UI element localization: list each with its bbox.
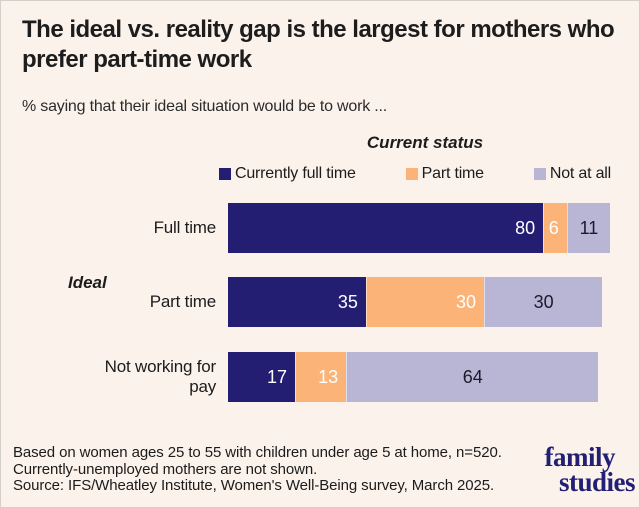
logo-line-2: studies xyxy=(558,467,636,497)
legend-item: Part time xyxy=(405,165,484,183)
legend: Currently full time Part time Not at all xyxy=(219,165,611,183)
bar-segment: 17 xyxy=(228,352,295,402)
bar-value-label: 17 xyxy=(266,366,287,387)
bar-value-label: 13 xyxy=(318,366,339,387)
page-subtitle: % saying that their ideal situation woul… xyxy=(22,98,388,115)
stacked-bar-chart: Full time 80 6 11 Part time 35 30 30 Not working… xyxy=(1,203,639,426)
bar-value-label: 35 xyxy=(337,291,358,312)
bar: 80 6 11 xyxy=(228,203,611,253)
bar-segment: 35 xyxy=(228,277,366,327)
bar-row: Full time 80 6 11 xyxy=(1,203,639,253)
legend-swatch xyxy=(533,168,546,180)
legend-item: Not at all xyxy=(533,165,611,183)
bar-row: Part time 35 30 30 xyxy=(1,277,639,327)
footer-note: Currently-unemployed mothers are not sho… xyxy=(13,460,318,478)
legend-swatch xyxy=(219,168,231,180)
bar-segment: 30 xyxy=(365,277,485,327)
bar-value-label: 64 xyxy=(462,366,483,387)
bar-segment: 64 xyxy=(346,352,599,402)
category-label: Full time xyxy=(153,218,217,237)
bar-segment: 80 xyxy=(228,203,544,253)
bar-segment: 11 xyxy=(566,203,611,253)
legend-title: Current status xyxy=(366,133,484,152)
legend-item-label: Not at all xyxy=(549,165,611,182)
bar: 17 13 64 xyxy=(228,352,599,402)
bar-value-label: 11 xyxy=(579,217,599,238)
bar-segment: 30 xyxy=(484,277,603,327)
bar-value-label: 30 xyxy=(456,291,477,312)
footer-note: Source: IFS/Wheatley Institute, Women's … xyxy=(13,477,495,494)
footer-note: Based on women ages 25 to 55 with childr… xyxy=(13,444,502,461)
logo-line-1: family xyxy=(544,442,616,472)
bar-row: Not working for pay 17 13 64 xyxy=(1,352,639,402)
bar-value-label: 30 xyxy=(533,291,554,312)
family-studies-logo: family studies xyxy=(544,442,636,497)
ideal-axis-label: Ideal xyxy=(68,273,107,292)
bar-value-label: 80 xyxy=(515,217,536,238)
category-label: Part time xyxy=(149,292,216,311)
legend-item: Currently full time xyxy=(219,165,356,183)
category-label: Not working for pay xyxy=(104,357,217,396)
legend-item-label: Part time xyxy=(421,165,484,182)
bar-segment: 6 xyxy=(543,203,567,253)
bar-segment: 13 xyxy=(294,352,347,402)
bar: 35 30 30 xyxy=(228,277,603,327)
legend-item-label: Currently full time xyxy=(235,165,356,182)
bar-value-label: 6 xyxy=(548,217,559,238)
page-title: The ideal vs. reality gap is the largest… xyxy=(22,16,615,73)
footer-notes: Based on women ages 25 to 55 with childr… xyxy=(13,444,533,495)
legend-swatch xyxy=(405,168,418,180)
